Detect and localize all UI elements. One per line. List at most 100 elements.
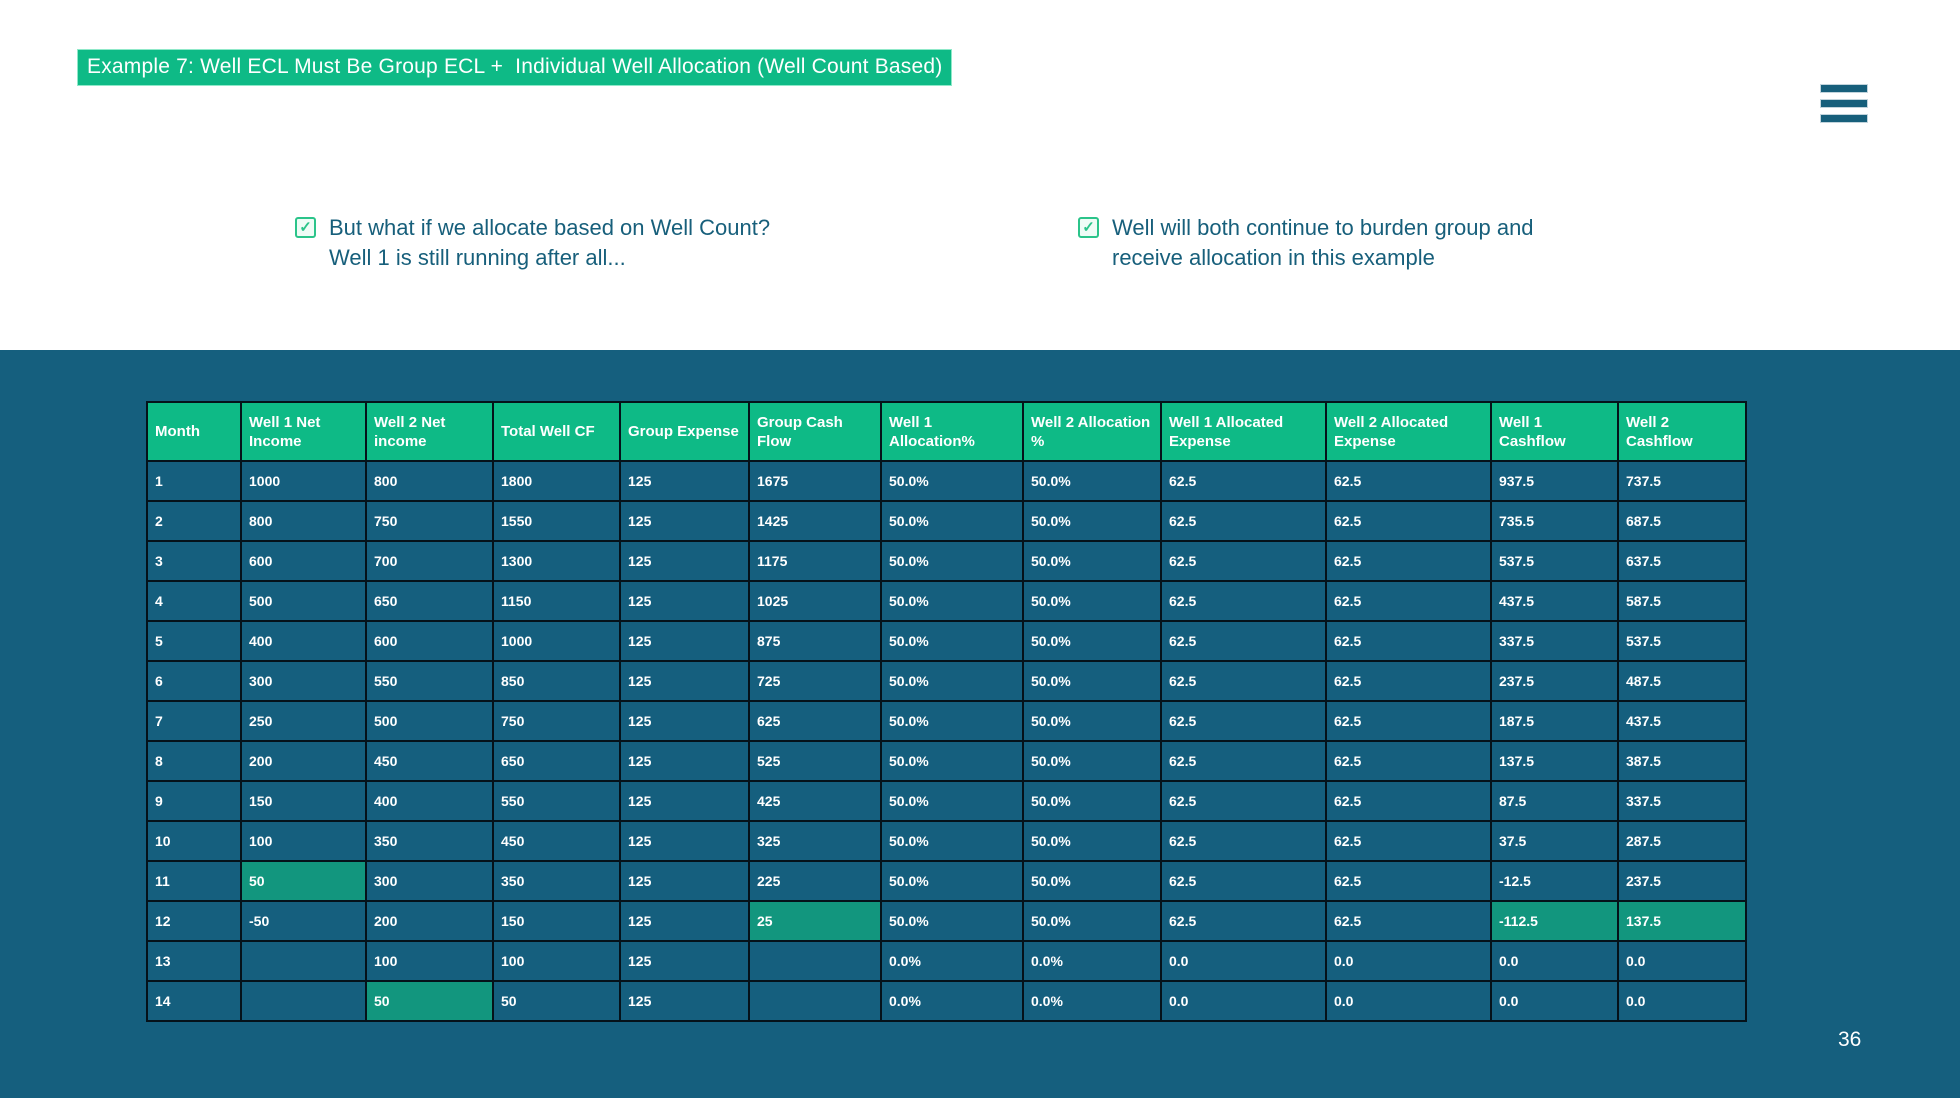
table-cell: 137.5 — [1617, 900, 1747, 942]
table-cell: 62.5 — [1160, 460, 1327, 502]
table-body: 1 1000 800 1800 125 1675 50.0% 50.0% 62.5 62.5 937… — [146, 460, 1747, 1022]
table-cell: 62.5 — [1325, 700, 1492, 742]
table-cell: 425 — [748, 780, 882, 822]
table-cell: 587.5 — [1617, 580, 1747, 622]
table-cell: 50.0% — [1022, 540, 1162, 582]
column-header: Month — [146, 401, 242, 462]
table-cell: 600 — [365, 620, 494, 662]
table-cell: 125 — [619, 460, 750, 502]
table-cell: 400 — [240, 620, 367, 662]
table-cell: 735.5 — [1490, 500, 1619, 542]
table-cell: 687.5 — [1617, 500, 1747, 542]
table-row: 14 50 50 125 0.0% 0.0% 0.0 0.0 0.0 0.0 — [146, 980, 1747, 1022]
table-cell: 50.0% — [1022, 780, 1162, 822]
table-cell: 800 — [240, 500, 367, 542]
table-cell: 287.5 — [1617, 820, 1747, 862]
table-cell: 650 — [492, 740, 621, 782]
table-cell: 137.5 — [1490, 740, 1619, 782]
table-cell: 62.5 — [1160, 780, 1327, 822]
bullet-text: But what if we allocate based on Well Co… — [329, 213, 770, 273]
table-row: 5 400 600 1000 125 875 50.0% 50.0% 62.5 62.5 337.5… — [146, 620, 1747, 662]
column-header: Well 1 Allocated Expense — [1160, 401, 1327, 462]
table-cell: 350 — [365, 820, 494, 862]
table-cell: 937.5 — [1490, 460, 1619, 502]
month-cell: 6 — [146, 660, 242, 702]
table-cell: 50.0% — [1022, 580, 1162, 622]
table-cell: 600 — [240, 540, 367, 582]
table-row: 13 100 100 125 0.0% 0.0% 0.0 0.0 0.0 0.0 — [146, 940, 1747, 982]
table-cell: 50.0% — [880, 500, 1024, 542]
table-cell: 50.0% — [1022, 900, 1162, 942]
table-cell: 300 — [365, 860, 494, 902]
table-cell: 50.0% — [880, 780, 1024, 822]
table-cell: 50.0% — [880, 740, 1024, 782]
table-cell: 0.0 — [1160, 940, 1327, 982]
table-row: 9 150 400 550 125 425 50.0% 50.0% 62.5 62.5 87.5 33… — [146, 780, 1747, 822]
table-cell: 200 — [365, 900, 494, 942]
table-cell: 187.5 — [1490, 700, 1619, 742]
table-cell: 700 — [365, 540, 494, 582]
table-cell: 387.5 — [1617, 740, 1747, 782]
table-cell: 62.5 — [1160, 500, 1327, 542]
table-cell: 1175 — [748, 540, 882, 582]
table-row: 1 1000 800 1800 125 1675 50.0% 50.0% 62.5 62.5 937… — [146, 460, 1747, 502]
table-cell: 87.5 — [1490, 780, 1619, 822]
table-header-row: Month Well 1 Net Income Well 2 Net income T… — [146, 401, 1747, 462]
table-cell: 125 — [619, 780, 750, 822]
month-cell: 2 — [146, 500, 242, 542]
table-cell: 0.0 — [1617, 940, 1747, 982]
month-cell: 13 — [146, 940, 242, 982]
table-cell: 725 — [748, 660, 882, 702]
table-cell: 50.0% — [1022, 660, 1162, 702]
table-cell: 62.5 — [1160, 700, 1327, 742]
table-row: 10 100 350 450 125 325 50.0% 50.0% 62.5 62.5 37.5 2… — [146, 820, 1747, 862]
table-cell: 62.5 — [1160, 740, 1327, 782]
table-cell: 50 — [240, 860, 367, 902]
column-header: Total Well CF — [492, 401, 621, 462]
table-cell: 150 — [240, 780, 367, 822]
month-cell: 3 — [146, 540, 242, 582]
table-cell: 1425 — [748, 500, 882, 542]
table-cell: 450 — [365, 740, 494, 782]
table-cell: 225 — [748, 860, 882, 902]
hamburger-menu-icon[interactable] — [1820, 84, 1868, 123]
table-cell: 62.5 — [1325, 540, 1492, 582]
table-cell: 50.0% — [880, 700, 1024, 742]
bullet-item-well-count: ✓ But what if we allocate based on Well … — [295, 213, 770, 273]
table-cell: 62.5 — [1325, 740, 1492, 782]
table-cell: 62.5 — [1325, 860, 1492, 902]
bullet-line: Well will both continue to burden group … — [1112, 215, 1534, 240]
table-cell: 125 — [619, 740, 750, 782]
table-cell: 0.0% — [880, 980, 1024, 1022]
table-cell: 100 — [492, 940, 621, 982]
column-header: Well 2 Net income — [365, 401, 494, 462]
table-cell: 150 — [492, 900, 621, 942]
bullet-item-burden-group: ✓ Well will both continue to burden grou… — [1078, 213, 1534, 273]
table-cell: 62.5 — [1160, 820, 1327, 862]
table-cell: 125 — [619, 580, 750, 622]
table-cell: 125 — [619, 980, 750, 1022]
table-cell: 62.5 — [1325, 820, 1492, 862]
table-cell: 737.5 — [1617, 460, 1747, 502]
table-row: 3 600 700 1300 125 1175 50.0% 50.0% 62.5 62.5 537.… — [146, 540, 1747, 582]
table-cell: 500 — [365, 700, 494, 742]
table-cell: 50.0% — [880, 900, 1024, 942]
table-cell: 125 — [619, 940, 750, 982]
table-row: 2 800 750 1550 125 1425 50.0% 50.0% 62.5 62.5 735.… — [146, 500, 1747, 542]
month-cell: 12 — [146, 900, 242, 942]
column-header: Well 2 Allocated Expense — [1325, 401, 1492, 462]
table-cell: 62.5 — [1325, 900, 1492, 942]
table-cell: 125 — [619, 500, 750, 542]
column-header: Group Expense — [619, 401, 750, 462]
month-cell: 14 — [146, 980, 242, 1022]
bullet-line: Well 1 is still running after all... — [329, 245, 626, 270]
table-cell: 1000 — [240, 460, 367, 502]
table-cell: 62.5 — [1325, 660, 1492, 702]
table-cell: 50.0% — [880, 540, 1024, 582]
table-cell: 0.0 — [1160, 980, 1327, 1022]
table-cell: 1800 — [492, 460, 621, 502]
table-cell — [748, 940, 882, 982]
column-header: Well 1 Cashflow — [1490, 401, 1619, 462]
month-cell: 9 — [146, 780, 242, 822]
table-row: 11 50 300 350 125 225 50.0% 50.0% 62.5 62.5 -12.5 2… — [146, 860, 1747, 902]
